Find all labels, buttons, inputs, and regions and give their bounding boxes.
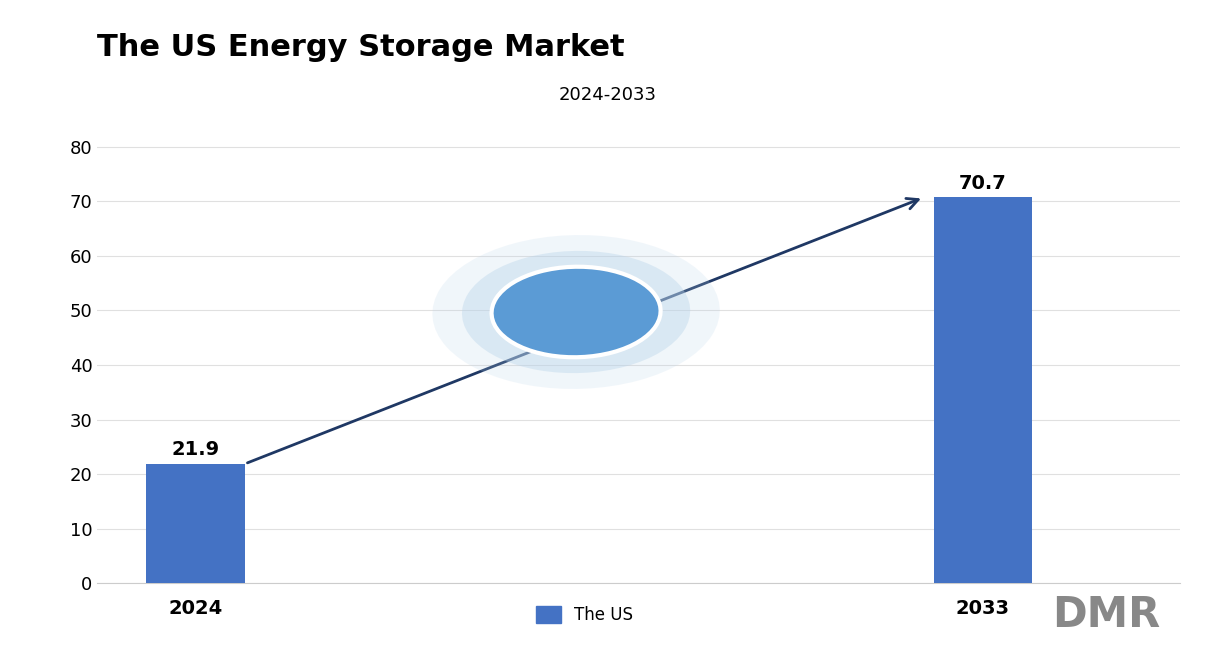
Bar xyxy=(146,464,244,583)
Text: 70.7: 70.7 xyxy=(959,174,1007,193)
Legend: The US: The US xyxy=(529,599,640,631)
Text: CAGR: CAGR xyxy=(546,314,602,332)
Text: 13.9%: 13.9% xyxy=(544,333,606,351)
Bar xyxy=(934,198,1032,583)
Text: DMR: DMR xyxy=(1052,595,1161,636)
Text: 21.9: 21.9 xyxy=(171,440,220,459)
Text: The US Energy Storage Market: The US Energy Storage Market xyxy=(97,33,625,62)
Text: 2024-2033: 2024-2033 xyxy=(559,86,657,104)
